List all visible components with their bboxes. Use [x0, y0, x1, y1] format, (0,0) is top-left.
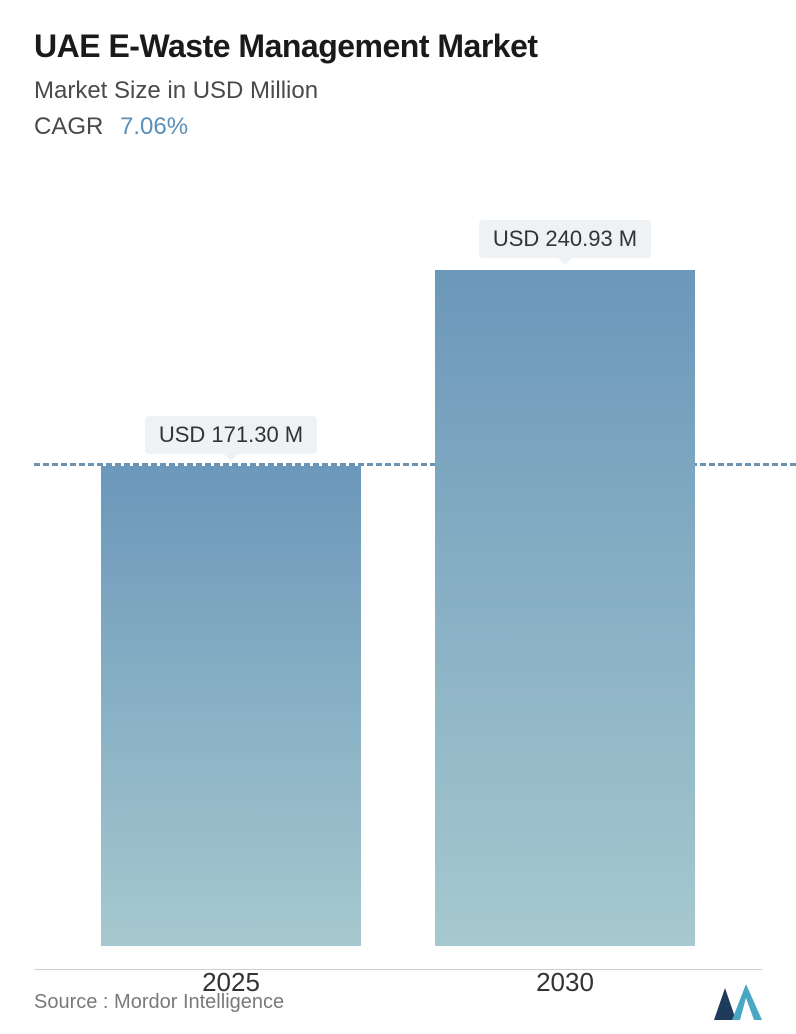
chart-title: UAE E-Waste Management Market [34, 28, 762, 65]
plot-region: USD 171.30 M USD 240.93 M [34, 217, 762, 946]
bars-group: USD 171.30 M USD 240.93 M [34, 217, 762, 946]
mordor-logo-icon [714, 984, 762, 1020]
cagr-label: CAGR [34, 113, 103, 140]
cagr-value: 7.06% [120, 113, 188, 140]
value-badge-2025: USD 171.30 M [145, 416, 317, 454]
bar-2030-wrap: USD 240.93 M [435, 270, 695, 946]
value-badge-2030: USD 240.93 M [479, 220, 651, 258]
bar-2025 [101, 466, 361, 946]
cagr-row: CAGR 7.06% [34, 113, 762, 141]
source-text: Source : Mordor Intelligence [34, 991, 284, 1014]
chart-container: UAE E-Waste Management Market Market Siz… [0, 0, 796, 1034]
footer: Source : Mordor Intelligence [34, 969, 762, 1034]
bar-2025-wrap: USD 171.30 M [101, 466, 361, 946]
chart-area: USD 171.30 M USD 240.93 M 2025 2030 [34, 157, 762, 1016]
bar-2030 [435, 270, 695, 946]
chart-subtitle: Market Size in USD Million [34, 77, 762, 105]
